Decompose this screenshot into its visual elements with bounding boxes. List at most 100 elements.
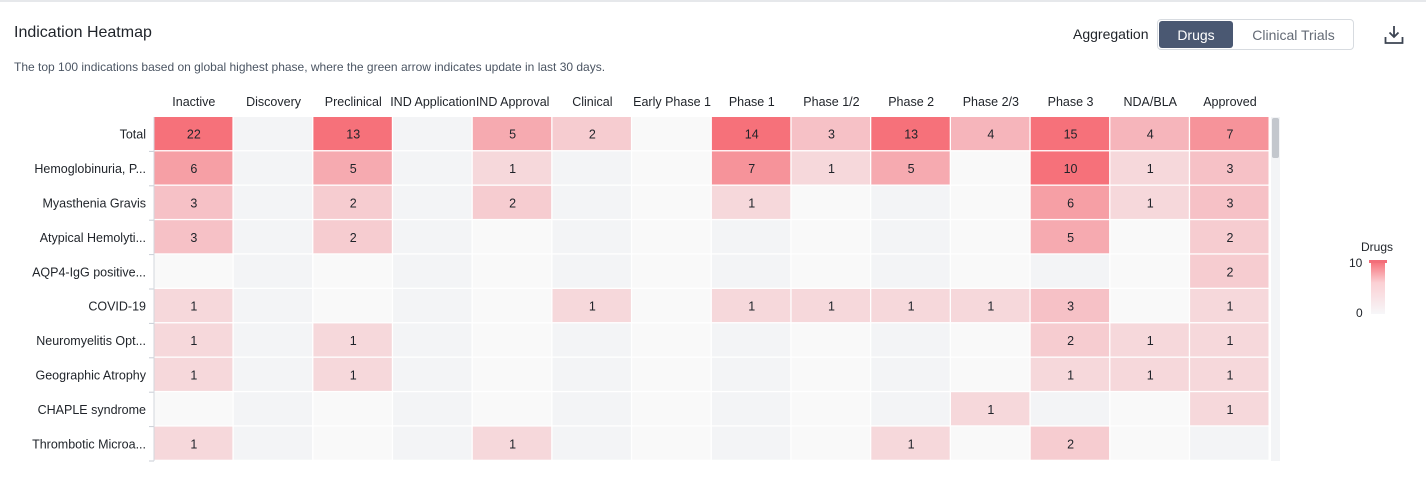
heatmap-cell[interactable]	[553, 392, 631, 425]
heatmap-cell[interactable]	[393, 289, 471, 322]
heatmap-cell[interactable]	[154, 255, 232, 288]
heatmap-cell[interactable]	[951, 151, 1029, 184]
heatmap-cell[interactable]	[632, 186, 710, 219]
heatmap-cell[interactable]	[553, 255, 631, 288]
heatmap-cell[interactable]	[951, 427, 1029, 460]
heatmap-cell[interactable]	[234, 427, 312, 460]
heatmap-cell[interactable]	[871, 392, 949, 425]
heatmap-cell[interactable]	[473, 255, 551, 288]
cell-value: 7	[1226, 128, 1233, 142]
heatmap-cell[interactable]	[712, 427, 790, 460]
heatmap-cell[interactable]	[313, 289, 391, 322]
heatmap-cell[interactable]	[792, 392, 870, 425]
cell-value: 1	[1147, 369, 1154, 383]
heatmap-cell[interactable]	[632, 220, 710, 253]
heatmap-cell[interactable]	[1110, 289, 1188, 322]
heatmap-cell[interactable]	[632, 392, 710, 425]
heatmap-cell[interactable]	[154, 392, 232, 425]
heatmap-cell[interactable]	[393, 323, 471, 356]
heatmap-cell[interactable]	[553, 151, 631, 184]
heatmap-cell[interactable]	[712, 323, 790, 356]
heatmap-cell[interactable]	[234, 117, 312, 150]
heatmap-cell[interactable]	[234, 358, 312, 391]
heatmap-cell[interactable]	[792, 255, 870, 288]
heatmap-cell[interactable]	[871, 220, 949, 253]
cell-value: 3	[1067, 300, 1074, 314]
heatmap-cell[interactable]	[871, 186, 949, 219]
heatmap-cell[interactable]	[234, 186, 312, 219]
download-icon[interactable]	[1383, 24, 1405, 46]
heatmap-cell[interactable]	[951, 255, 1029, 288]
scrollbar-thumb[interactable]	[1272, 118, 1279, 158]
column-header: Early Phase 1	[633, 95, 711, 109]
heatmap-cell[interactable]	[234, 323, 312, 356]
heatmap-cell[interactable]	[632, 323, 710, 356]
heatmap-cell[interactable]	[393, 255, 471, 288]
heatmap-cell[interactable]	[792, 323, 870, 356]
heatmap-cell[interactable]	[1031, 392, 1109, 425]
heatmap-cell[interactable]	[313, 427, 391, 460]
heatmap-cell[interactable]	[1110, 392, 1188, 425]
heatmap-cell[interactable]	[553, 220, 631, 253]
heatmap-cell[interactable]	[632, 151, 710, 184]
heatmap-cell[interactable]	[712, 220, 790, 253]
cell-value: 15	[1064, 128, 1078, 142]
heatmap-cell[interactable]	[473, 323, 551, 356]
heatmap-cell[interactable]	[234, 220, 312, 253]
heatmap-cell[interactable]	[553, 358, 631, 391]
column-header: IND Approval	[476, 95, 550, 109]
heatmap-cell[interactable]	[951, 323, 1029, 356]
heatmap-cell[interactable]	[792, 220, 870, 253]
heatmap-cell[interactable]	[792, 186, 870, 219]
heatmap-cell[interactable]	[553, 427, 631, 460]
heatmap-cell[interactable]	[632, 255, 710, 288]
heatmap-cell[interactable]	[553, 323, 631, 356]
heatmap-cell[interactable]	[553, 186, 631, 219]
heatmap-cell[interactable]	[393, 220, 471, 253]
scrollbar-track[interactable]	[1271, 117, 1280, 461]
heatmap-cell[interactable]	[1110, 255, 1188, 288]
heatmap-cell[interactable]	[313, 392, 391, 425]
heatmap-cell[interactable]	[712, 255, 790, 288]
heatmap-cell[interactable]	[234, 255, 312, 288]
heatmap-cell[interactable]	[393, 427, 471, 460]
heatmap-chart: InactiveDiscoveryPreclinicalIND Applicat…	[0, 0, 1300, 487]
heatmap-cell[interactable]	[313, 255, 391, 288]
heatmap-cell[interactable]	[473, 289, 551, 322]
heatmap-cell[interactable]	[393, 186, 471, 219]
legend-max-handle[interactable]	[1369, 260, 1387, 263]
heatmap-cell[interactable]	[393, 392, 471, 425]
heatmap-cell[interactable]	[951, 186, 1029, 219]
heatmap-cell[interactable]	[393, 358, 471, 391]
heatmap-cell[interactable]	[871, 255, 949, 288]
heatmap-cell[interactable]	[393, 151, 471, 184]
heatmap-cell[interactable]	[473, 358, 551, 391]
cell-value: 1	[1147, 334, 1154, 348]
column-header: Clinical	[572, 95, 612, 109]
heatmap-cell[interactable]	[632, 289, 710, 322]
heatmap-cell[interactable]	[393, 117, 471, 150]
heatmap-cell[interactable]	[1031, 255, 1109, 288]
heatmap-cell[interactable]	[712, 392, 790, 425]
legend-min-label: 0	[1356, 306, 1363, 320]
heatmap-cell[interactable]	[792, 358, 870, 391]
heatmap-cell[interactable]	[473, 392, 551, 425]
heatmap-cell[interactable]	[1110, 427, 1188, 460]
heatmap-cell[interactable]	[234, 289, 312, 322]
heatmap-cell[interactable]	[871, 323, 949, 356]
heatmap-cell[interactable]	[632, 427, 710, 460]
heatmap-cell[interactable]	[632, 358, 710, 391]
heatmap-cell[interactable]	[473, 220, 551, 253]
cell-value: 1	[1226, 300, 1233, 314]
heatmap-cell[interactable]	[712, 358, 790, 391]
heatmap-cell[interactable]	[1190, 427, 1268, 460]
heatmap-cell[interactable]	[234, 151, 312, 184]
heatmap-cell[interactable]	[234, 392, 312, 425]
heatmap-cell[interactable]	[792, 427, 870, 460]
cell-value: 2	[350, 231, 357, 245]
heatmap-cell[interactable]	[871, 358, 949, 391]
heatmap-cell[interactable]	[632, 117, 710, 150]
heatmap-cell[interactable]	[951, 220, 1029, 253]
heatmap-cell[interactable]	[951, 358, 1029, 391]
heatmap-cell[interactable]	[1110, 220, 1188, 253]
